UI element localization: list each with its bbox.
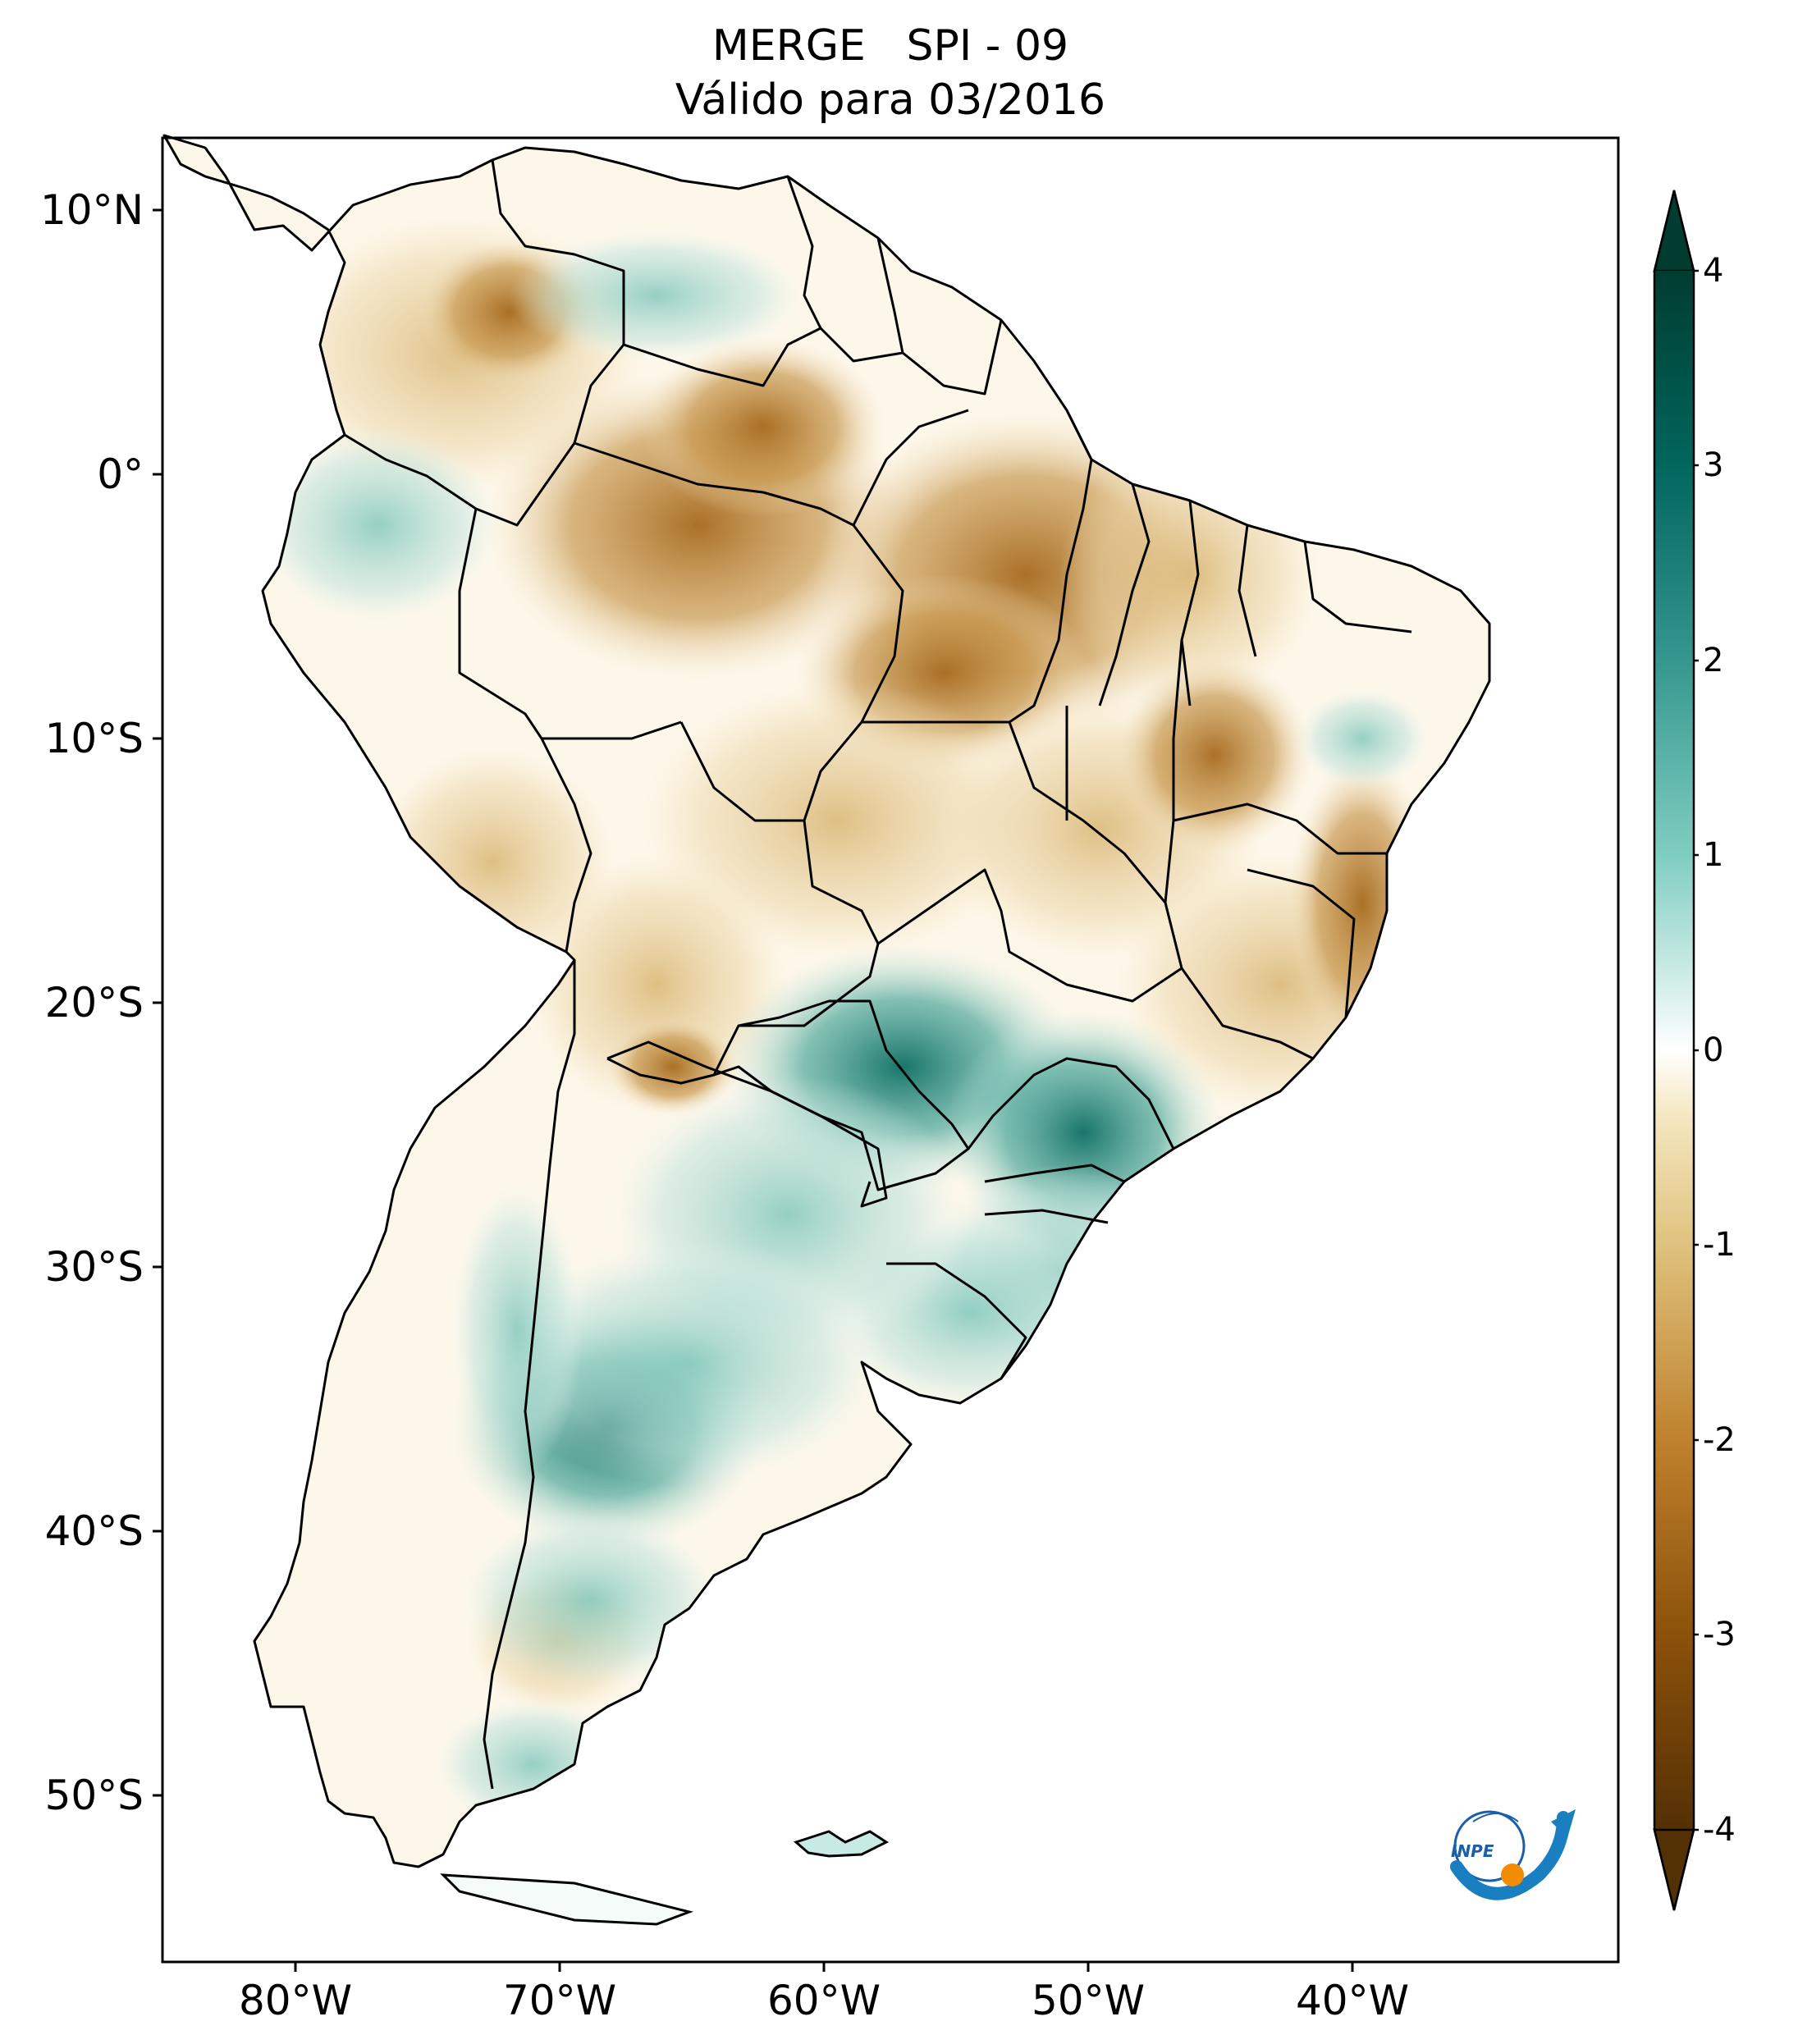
coastline <box>162 134 1491 1868</box>
falkland-islands <box>794 1830 890 1858</box>
lon-label-70w: 70°W <box>502 1977 617 2024</box>
lon-label-80w: 80°W <box>238 1977 353 2024</box>
lat-label-0: 0° <box>97 450 144 498</box>
map-subtitle: Válido para 03/2016 <box>675 75 1106 125</box>
colorbar-label-neg1: -1 <box>1703 1226 1736 1264</box>
colorbar <box>1653 190 1699 1911</box>
lat-label-10n: 10°N <box>39 186 144 234</box>
lat-label-50s: 50°S <box>44 1772 144 1819</box>
inpe-logo <box>1450 1809 1576 1900</box>
lon-label-60w: 60°W <box>766 1977 881 2024</box>
colorbar-gradient <box>1654 271 1694 1830</box>
colorbar-label-0: 0 <box>1703 1031 1724 1069</box>
lat-label-20s: 20°S <box>44 979 144 1027</box>
borders <box>344 159 1412 1790</box>
colorbar-label-neg4: -4 <box>1703 1811 1736 1849</box>
colorbar-extend-top <box>1653 190 1695 272</box>
colorbar-label-1: 1 <box>1703 836 1724 874</box>
colorbar-extend-bottom <box>1653 1828 1695 1911</box>
colorbar-label-2: 2 <box>1703 642 1724 679</box>
colorbar-label-3: 3 <box>1703 446 1724 484</box>
lat-label-40s: 40°S <box>44 1507 144 1555</box>
lat-label-10s: 10°S <box>44 715 144 762</box>
lat-label-30s: 30°S <box>44 1243 144 1291</box>
plot-frame <box>161 136 1620 1964</box>
colorbar-label-neg2: -2 <box>1703 1421 1736 1459</box>
lon-label-50w: 50°W <box>1031 1977 1146 2024</box>
inpe-logo-text: INPE <box>1451 1841 1494 1861</box>
tierra-del-fuego <box>440 1873 694 1926</box>
map-title: MERGE SPI - 09 <box>711 21 1069 71</box>
lon-ticks <box>294 1962 1354 1972</box>
lon-label-40w: 40°W <box>1295 1977 1410 2024</box>
lat-ticks <box>153 208 162 1797</box>
colorbar-label-neg3: -3 <box>1703 1616 1736 1653</box>
colorbar-label-4: 4 <box>1703 252 1724 290</box>
